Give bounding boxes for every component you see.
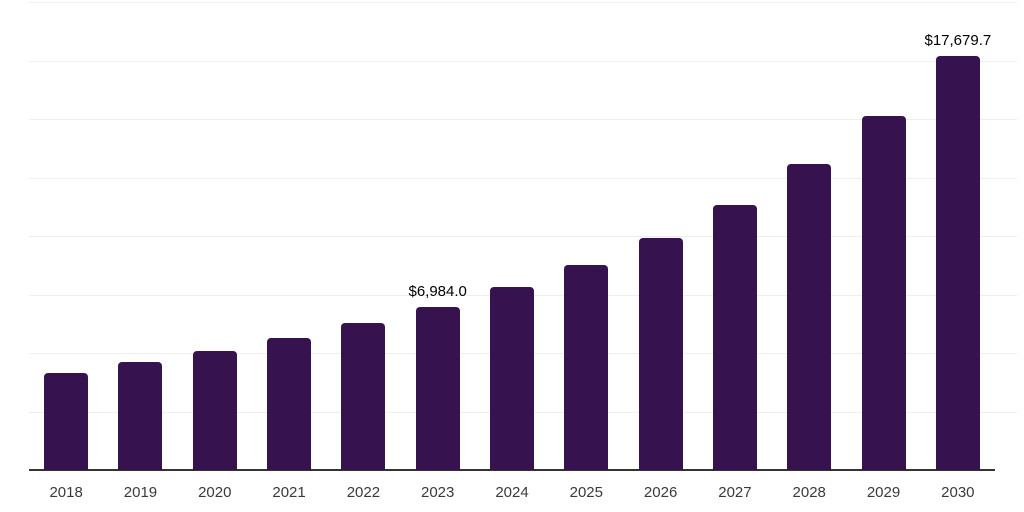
x-tick-label-2023: 2023 bbox=[421, 484, 455, 501]
x-tick-label-2026: 2026 bbox=[643, 484, 678, 501]
bar-2029 bbox=[861, 116, 906, 470]
x-tick-label-2019: 2019 bbox=[123, 484, 158, 501]
x-tick-label-2025: 2025 bbox=[569, 484, 603, 501]
plot-area: $6,984.0 $17,679.7 bbox=[29, 2, 995, 470]
x-tick-label-2030: 2030 bbox=[941, 484, 975, 501]
bar-2028 bbox=[787, 164, 832, 470]
x-tick-label-2024: 2024 bbox=[495, 484, 529, 501]
x-tick-label-2029: 2029 bbox=[866, 484, 901, 501]
bar-2018 bbox=[44, 372, 89, 470]
bar-2024 bbox=[490, 287, 534, 470]
data-label-2030: $17,679.7 bbox=[924, 32, 992, 50]
bar-2026 bbox=[638, 237, 683, 470]
x-axis-line bbox=[29, 469, 995, 471]
x-axis: 2018 2019 2020 2021 2022 2023 2024 2025 2026 2027… bbox=[29, 484, 995, 504]
bar-2020 bbox=[192, 351, 237, 470]
bar-2021 bbox=[267, 338, 312, 470]
gridline bbox=[29, 60, 1017, 62]
x-tick-label-2020: 2020 bbox=[198, 484, 232, 501]
data-label-2023: $6,984.0 bbox=[408, 282, 467, 300]
bar-2022 bbox=[341, 323, 386, 470]
gridline bbox=[29, 236, 1017, 237]
bar-2027 bbox=[712, 204, 757, 470]
x-tick-label-2018: 2018 bbox=[49, 484, 83, 501]
x-tick-label-2021: 2021 bbox=[272, 484, 306, 501]
bar-2023 bbox=[415, 306, 460, 470]
gridline bbox=[29, 119, 1017, 120]
gridline bbox=[29, 177, 1017, 179]
bar-2019 bbox=[118, 362, 163, 470]
x-tick-label-2027: 2027 bbox=[718, 484, 752, 501]
gridline bbox=[29, 2, 1017, 3]
x-tick-label-2028: 2028 bbox=[792, 484, 826, 501]
bar-2030 bbox=[935, 56, 980, 470]
x-tick-label-2022: 2022 bbox=[346, 484, 381, 501]
bar-2025 bbox=[564, 264, 609, 470]
